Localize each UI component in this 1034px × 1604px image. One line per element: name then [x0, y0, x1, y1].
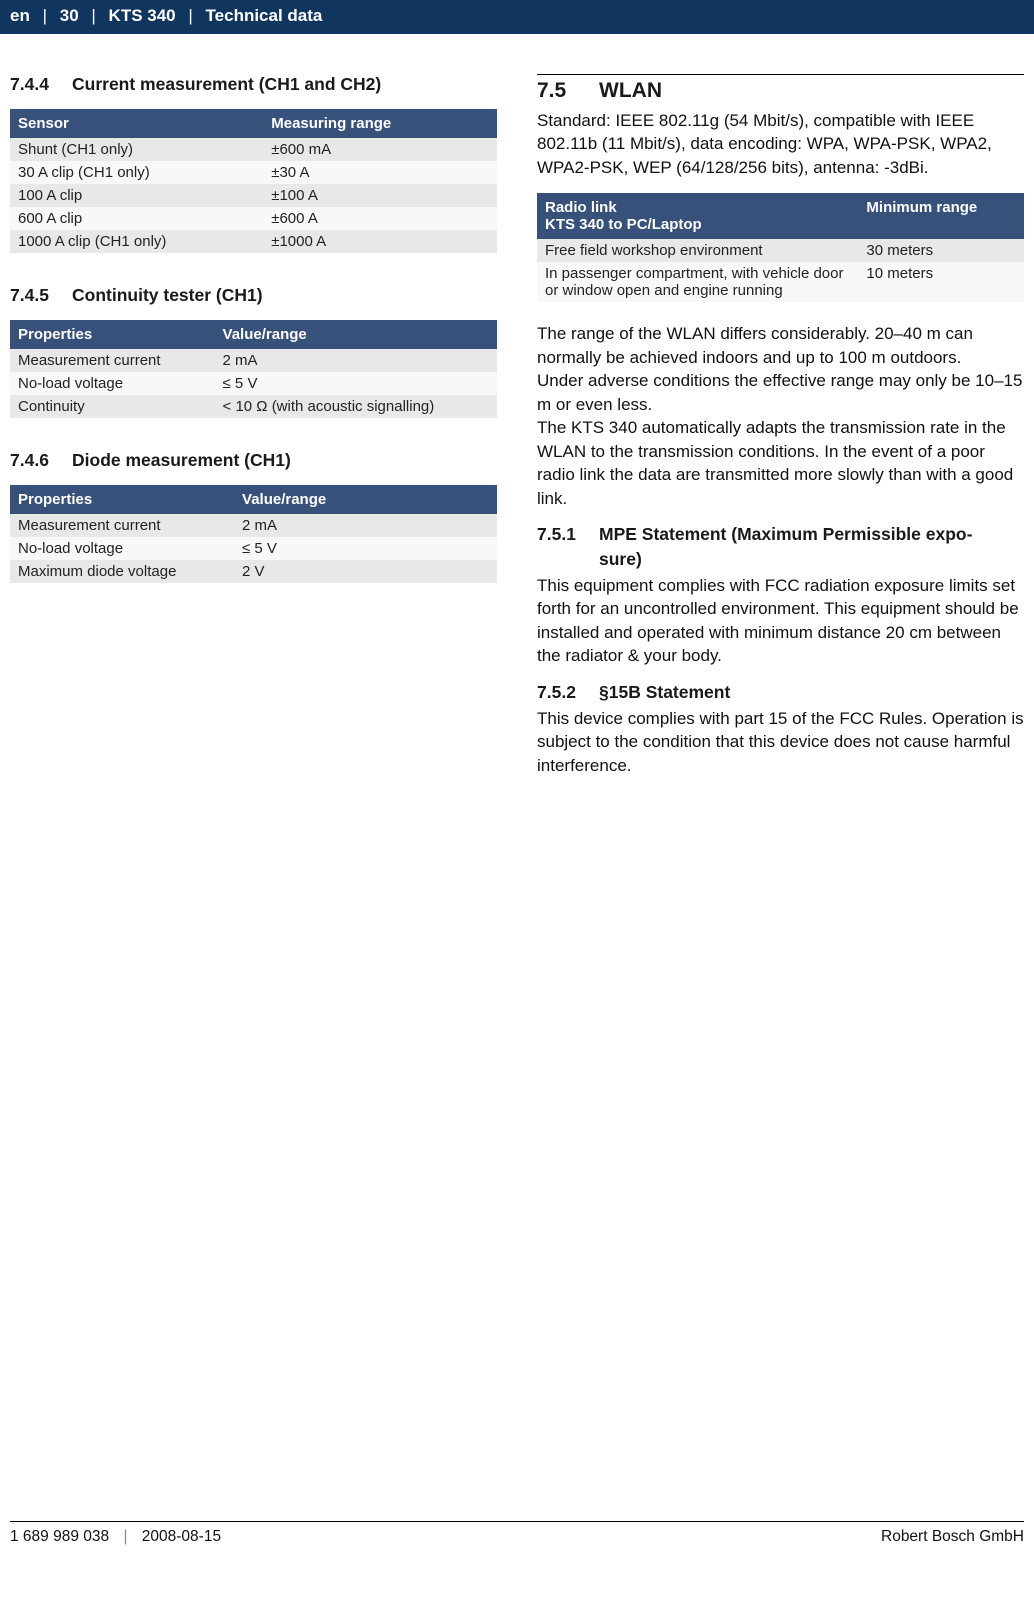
heading-text: Diode measurement (CH1) — [72, 450, 291, 471]
heading-text: WLAN — [599, 79, 662, 103]
cell: ±100 A — [263, 184, 497, 207]
th-line2: KTS 340 to PC/Laptop — [545, 216, 702, 233]
cell: ≤ 5 V — [215, 372, 497, 395]
cell: Shunt (CH1 only) — [10, 138, 263, 161]
footer-sep: | — [123, 1528, 127, 1545]
cell: No-load voltage — [10, 372, 215, 395]
cell: ±600 mA — [263, 138, 497, 161]
footer-left: 1 689 989 038 | 2008-08-15 — [10, 1528, 221, 1546]
cell: 10 meters — [858, 262, 1024, 302]
cell: 30 A clip (CH1 only) — [10, 161, 263, 184]
cell: Measurement current — [10, 349, 215, 372]
heading-744: 7.4.4 Current measurement (CH1 and CH2) — [10, 74, 497, 95]
header-sep: | — [188, 6, 192, 25]
table-row: Free field workshop environment30 meters — [537, 239, 1024, 262]
table-row: Shunt (CH1 only)±600 mA — [10, 138, 497, 161]
table-header: Value/range — [234, 485, 497, 514]
heading-751-cont: sure) — [537, 549, 1024, 570]
table-row: Continuity< 10 Ω (with acoustic signalli… — [10, 395, 497, 418]
heading-num: 7.4.4 — [10, 74, 72, 95]
cell: Measurement current — [10, 514, 234, 537]
header-lang: en — [10, 6, 30, 25]
content-area: 7.4.4 Current measurement (CH1 and CH2) … — [0, 34, 1034, 801]
heading-746: 7.4.6 Diode measurement (CH1) — [10, 450, 497, 471]
table-header: Minimum range — [858, 193, 1024, 239]
table-header: Properties — [10, 320, 215, 349]
footer: 1 689 989 038 | 2008-08-15 Robert Bosch … — [10, 1521, 1024, 1562]
cell: 100 A clip — [10, 184, 263, 207]
cell: ±1000 A — [263, 230, 497, 253]
cell: No-load voltage — [10, 537, 234, 560]
heading-num: 7.5 — [537, 79, 599, 103]
cell: < 10 Ω (with acoustic signalling) — [215, 395, 497, 418]
footer-docnum: 1 689 989 038 — [10, 1528, 109, 1545]
cell: 600 A clip — [10, 207, 263, 230]
heading-752: 7.5.2 §15B Statement — [537, 682, 1024, 703]
header-bar: en | 30 | KTS 340 | Technical data — [0, 0, 1034, 34]
cell: 2 mA — [234, 514, 497, 537]
header-sep: | — [43, 6, 47, 25]
heading-num-empty — [537, 549, 599, 570]
wlan-intro: Standard: IEEE 802.11g (54 Mbit/s), comp… — [537, 109, 1024, 179]
heading-text: sure) — [599, 549, 642, 570]
right-column: 7.5 WLAN Standard: IEEE 802.11g (54 Mbit… — [537, 74, 1024, 791]
wlan-para3: The KTS 340 automatically adapts the tra… — [537, 416, 1024, 510]
header-sep: | — [91, 6, 95, 25]
table-header: Measuring range — [263, 109, 497, 138]
table-row: 30 A clip (CH1 only)±30 A — [10, 161, 497, 184]
cell: 2 V — [234, 560, 497, 583]
heading-751: 7.5.1 MPE Statement (Maximum Permissible… — [537, 524, 1024, 545]
heading-num: 7.4.5 — [10, 285, 72, 306]
table-row: In passenger compartment, with vehicle d… — [537, 262, 1024, 302]
cell: Continuity — [10, 395, 215, 418]
table-row: Measurement current2 mA — [10, 514, 497, 537]
heading-text: Continuity tester (CH1) — [72, 285, 263, 306]
table-current-measurement: Sensor Measuring range Shunt (CH1 only)±… — [10, 109, 497, 253]
heading-text: §15B Statement — [599, 682, 730, 703]
wlan-para2: Under adverse conditions the effective r… — [537, 369, 1024, 416]
cell: ≤ 5 V — [234, 537, 497, 560]
table-row: 100 A clip±100 A — [10, 184, 497, 207]
table-row: Measurement current2 mA — [10, 349, 497, 372]
table-header: Value/range — [215, 320, 497, 349]
left-column: 7.4.4 Current measurement (CH1 and CH2) … — [10, 74, 497, 791]
table-header: Sensor — [10, 109, 263, 138]
table-row: Maximum diode voltage2 V — [10, 560, 497, 583]
mpe-body: This equipment complies with FCC radiati… — [537, 574, 1024, 668]
table-row: 1000 A clip (CH1 only)±1000 A — [10, 230, 497, 253]
heading-num: 7.5.2 — [537, 682, 599, 703]
table-header: Radio link KTS 340 to PC/Laptop — [537, 193, 858, 239]
header-model: KTS 340 — [109, 6, 176, 25]
table-row: 600 A clip±600 A — [10, 207, 497, 230]
heading-text: MPE Statement (Maximum Permissible expo- — [599, 524, 972, 545]
15b-body: This device complies with part 15 of the… — [537, 707, 1024, 777]
table-diode: Properties Value/range Measurement curre… — [10, 485, 497, 583]
heading-num: 7.4.6 — [10, 450, 72, 471]
heading-num: 7.5.1 — [537, 524, 599, 545]
cell: 1000 A clip (CH1 only) — [10, 230, 263, 253]
footer-date: 2008-08-15 — [142, 1528, 221, 1545]
th-line1: Radio link — [545, 199, 617, 216]
table-continuity: Properties Value/range Measurement curre… — [10, 320, 497, 418]
cell: Free field workshop environment — [537, 239, 858, 262]
header-page: 30 — [60, 6, 79, 25]
table-row: No-load voltage≤ 5 V — [10, 372, 497, 395]
cell: Maximum diode voltage — [10, 560, 234, 583]
spacer — [0, 801, 1034, 1521]
cell: 30 meters — [858, 239, 1024, 262]
table-row: No-load voltage≤ 5 V — [10, 537, 497, 560]
cell: ±600 A — [263, 207, 497, 230]
cell: 2 mA — [215, 349, 497, 372]
heading-745: 7.4.5 Continuity tester (CH1) — [10, 285, 497, 306]
cell: In passenger compartment, with vehicle d… — [537, 262, 858, 302]
cell: ±30 A — [263, 161, 497, 184]
table-wlan-range: Radio link KTS 340 to PC/Laptop Minimum … — [537, 193, 1024, 302]
heading-75: 7.5 WLAN — [537, 74, 1024, 103]
heading-text: Current measurement (CH1 and CH2) — [72, 74, 381, 95]
header-title: Technical data — [206, 6, 323, 25]
footer-company: Robert Bosch GmbH — [881, 1528, 1024, 1546]
table-header: Properties — [10, 485, 234, 514]
wlan-para1: The range of the WLAN differs considerab… — [537, 322, 1024, 369]
